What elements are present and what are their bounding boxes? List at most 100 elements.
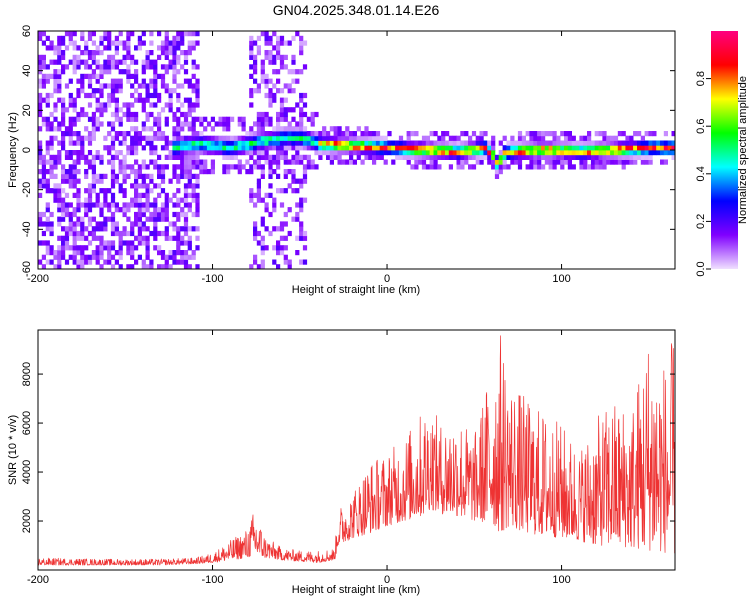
spectrogram-cell xyxy=(249,264,254,269)
spectrogram-cell xyxy=(276,150,281,156)
spectrogram-cell xyxy=(237,164,242,170)
spectrogram-cell xyxy=(395,150,400,156)
spectrogram-cell xyxy=(80,107,85,113)
spectrogram-cell xyxy=(613,145,619,151)
spectrogram-cell xyxy=(233,145,238,151)
spectrogram-cell xyxy=(256,164,261,170)
spectrogram-cell xyxy=(99,92,104,99)
spectrogram-cell xyxy=(134,135,139,141)
spectrogram-cell xyxy=(360,145,365,151)
spectrogram-cell xyxy=(134,111,139,118)
spectrogram-cell xyxy=(45,35,50,41)
snr-x-tick-label: -200 xyxy=(27,574,49,586)
spectrogram-cell xyxy=(49,140,54,146)
spectrogram-cell xyxy=(126,264,131,269)
spectrogram-cell xyxy=(130,73,135,79)
spectrogram-cell xyxy=(45,92,50,99)
spectrogram-cell xyxy=(134,211,139,218)
spectrogram-cell xyxy=(560,140,565,146)
spectrogram-cell xyxy=(191,102,196,108)
spectrogram-cell xyxy=(53,183,58,189)
spectrogram-cell xyxy=(590,154,596,160)
spectrogram-cell xyxy=(157,250,162,256)
spectrogram-cell xyxy=(260,235,265,241)
spectrogram-cell xyxy=(53,107,58,113)
spectrogram-cell xyxy=(180,173,185,179)
spectrogram-cell xyxy=(110,240,116,246)
spectrogram-cell xyxy=(187,150,192,156)
spectrogram-cell xyxy=(137,216,142,222)
spectrogram-cell xyxy=(110,64,116,70)
spectrogram-cell xyxy=(260,154,265,160)
spectrogram-cell xyxy=(176,250,181,256)
spectrogram-cell xyxy=(91,121,96,127)
spectrogram-cell xyxy=(598,164,603,170)
spectrogram-cell xyxy=(491,140,496,146)
spectrogram-cell xyxy=(621,164,626,170)
spectrogram-cell xyxy=(64,202,70,208)
spectrogram-cell xyxy=(134,88,139,94)
spectrogram-cell xyxy=(514,159,519,165)
spectrogram-cell xyxy=(464,154,469,160)
spectrogram-cell xyxy=(333,154,338,160)
spectrogram-cell xyxy=(87,35,93,41)
spectrogram-cell xyxy=(103,64,108,70)
spectrogram-cell xyxy=(91,135,96,141)
spectrogram-cell xyxy=(91,235,96,241)
spectrogram-cell xyxy=(249,131,254,137)
spectrogram-cell xyxy=(172,35,177,41)
spectrogram-cell xyxy=(68,178,73,184)
spectrogram-cell xyxy=(141,97,146,103)
spectrogram-cell xyxy=(191,211,196,218)
spectrogram-cell xyxy=(552,159,557,165)
spectrogram-cell xyxy=(157,45,162,51)
spectrogram-cell xyxy=(329,135,334,141)
spectrogram-cell xyxy=(237,169,242,175)
spectrogram-cell xyxy=(61,35,66,41)
spectrogram-cell xyxy=(302,245,308,251)
spectrogram-cell xyxy=(498,169,503,175)
spectrogram-cell xyxy=(237,116,242,122)
spectrogram-cell xyxy=(260,126,265,132)
spectrogram-cell xyxy=(38,221,43,227)
spectrogram-cell xyxy=(571,140,576,146)
spectrogram-cell xyxy=(253,254,258,260)
spectrogram-cell xyxy=(126,245,131,251)
spectrogram-cell xyxy=(110,159,116,165)
spectrogram-cell xyxy=(176,259,181,265)
spectrogram-cell xyxy=(648,150,653,156)
spectrogram-cell xyxy=(76,88,81,94)
spectrogram-cell xyxy=(533,159,538,165)
spectrogram-cell xyxy=(160,188,166,194)
spectrogram-cell xyxy=(53,78,58,84)
spectrogram-cell xyxy=(571,154,576,160)
spectrogram-y-tick-label: -60 xyxy=(21,261,33,277)
spectrogram-cell xyxy=(38,59,43,65)
spectrogram-cell xyxy=(579,135,584,141)
spectrogram-cell xyxy=(172,40,177,46)
spectrogram-cell xyxy=(295,31,300,37)
spectrogram-cell xyxy=(126,73,131,79)
spectrogram-cell xyxy=(176,83,181,89)
spectrogram-cell xyxy=(95,107,100,113)
snr-x-tick-label: 0 xyxy=(384,574,390,586)
spectrogram-cell xyxy=(141,159,146,165)
spectrogram-cell xyxy=(544,145,549,151)
spectrogram-cell xyxy=(45,150,50,156)
spectrogram-cell xyxy=(126,250,131,256)
spectrogram-cell xyxy=(157,230,162,237)
spectrogram-cell xyxy=(157,169,162,175)
spectrogram-cell xyxy=(164,207,169,213)
spectrogram-cell xyxy=(268,97,273,103)
spectrogram-cell xyxy=(183,216,189,222)
spectrogram-cell xyxy=(587,145,592,151)
spectrogram-cell xyxy=(157,216,162,222)
spectrogram-cell xyxy=(145,216,150,222)
spectrogram-cell xyxy=(157,126,162,132)
spectrogram-cell xyxy=(299,140,304,146)
spectrogram-cell xyxy=(141,178,146,184)
spectrogram-cell xyxy=(575,145,580,151)
spectrogram-cell xyxy=(118,254,123,260)
spectrogram-cell xyxy=(99,154,104,160)
spectrogram-cell xyxy=(145,173,150,179)
